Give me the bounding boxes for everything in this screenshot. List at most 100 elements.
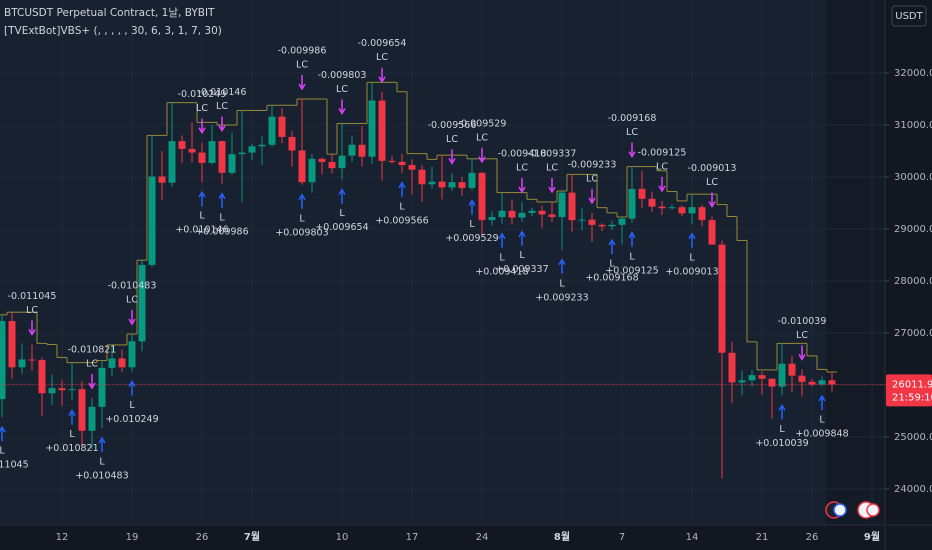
candle-body: [648, 198, 656, 207]
last-price-label: 26011.9: [892, 379, 932, 390]
long-arrow-head: [498, 232, 506, 240]
signal-side: L: [689, 252, 695, 263]
candle-body: [328, 161, 336, 169]
x-tick-label: 26: [196, 532, 209, 543]
close-arrow-head: [298, 83, 306, 91]
candle-body: [548, 214, 556, 218]
candle-body: [688, 207, 696, 214]
candle-body: [168, 141, 176, 183]
candle-body: [178, 141, 186, 149]
close-arrow-head: [478, 156, 486, 164]
candle-body: [808, 381, 816, 385]
signal-value: +0.010146: [175, 225, 228, 236]
signal-side: L: [819, 415, 825, 426]
candle-body: [718, 244, 726, 353]
candle-body: [128, 341, 136, 368]
candle-body: [88, 406, 96, 431]
candle-body: [318, 158, 326, 162]
currency-label[interactable]: USDT: [895, 11, 923, 22]
candle-body: [638, 188, 646, 199]
currency-button[interactable]: [891, 5, 927, 27]
future-area: [826, 0, 885, 525]
signal-side: LC: [446, 134, 458, 145]
signal-side: L: [199, 211, 205, 222]
x-tick-label: 14: [686, 532, 699, 543]
candle-body: [8, 321, 16, 368]
x-tick-label: 21: [756, 532, 769, 543]
candle-body: [398, 161, 406, 166]
event-icon[interactable]: [866, 503, 880, 517]
long-arrow-head: [688, 232, 696, 240]
candle-body: [218, 141, 226, 173]
candle-body: [48, 388, 56, 394]
signal-side: L: [559, 278, 565, 289]
candle-body: [358, 144, 366, 157]
signal-side: LC: [86, 358, 98, 369]
close-arrow-head: [128, 318, 136, 326]
close-arrow-head: [708, 201, 716, 208]
long-arrow-head: [218, 192, 226, 200]
signal-value: +0.010483: [75, 471, 128, 482]
y-tick-label: 32000.0: [894, 68, 932, 79]
signal-value: +0.009125: [605, 265, 658, 276]
signal-side: LC: [796, 330, 808, 341]
signal-value: -0.009654: [358, 38, 407, 49]
signal-value: -0.009168: [608, 113, 657, 124]
close-arrow-head: [658, 185, 666, 193]
candle-body: [488, 217, 496, 221]
close-arrow-head: [548, 186, 556, 194]
signal-side: L: [339, 208, 345, 219]
long-arrow-head: [338, 188, 346, 195]
candle-body: [418, 169, 426, 185]
candle-body: [18, 359, 26, 368]
candle-body: [788, 363, 796, 376]
signal-value: +0.009566: [375, 215, 428, 226]
signal-side: L: [519, 250, 525, 261]
signal-side: LC: [586, 173, 598, 184]
x-tick-label: 9월: [864, 531, 880, 543]
candle-body: [258, 144, 266, 147]
x-tick-label: 12: [56, 532, 69, 543]
signal-side: LC: [516, 162, 528, 173]
candle-body: [278, 116, 286, 137]
y-tick-label: 29000.0: [894, 224, 932, 235]
candle-body: [828, 380, 836, 385]
signal-value: +0.009803: [275, 227, 328, 238]
signal-value: -0.009337: [528, 148, 577, 159]
countdown-label: 21:59:10: [892, 392, 932, 403]
candle-body: [758, 375, 766, 379]
signal-side: L: [469, 219, 475, 230]
candle-body: [448, 182, 456, 188]
event-icon[interactable]: [833, 503, 847, 517]
candle-body: [368, 100, 376, 157]
long-arrow-head: [778, 403, 786, 411]
candle-body: [708, 220, 716, 245]
candle-body: [308, 158, 316, 183]
candle-body: [98, 367, 106, 407]
long-arrow-head: [98, 436, 106, 444]
candle-body: [468, 172, 476, 188]
candle-body: [78, 389, 86, 431]
signal-side: L: [629, 251, 635, 262]
candle-body: [0, 321, 6, 400]
signal-value: -0.010483: [108, 281, 157, 292]
candle-body: [598, 224, 606, 227]
x-tick-label: 10: [336, 532, 349, 543]
candle-body: [208, 141, 216, 163]
close-arrow-head: [518, 186, 526, 194]
candle-body: [58, 388, 66, 391]
long-arrow-head: [628, 231, 636, 239]
signal-value: -0.009125: [638, 147, 687, 158]
candle-body: [678, 207, 686, 214]
signal-side: LC: [546, 162, 558, 173]
candle-body: [508, 210, 516, 218]
candle-body: [148, 176, 156, 265]
signal-side: L: [499, 252, 505, 263]
candle-body: [698, 207, 706, 221]
candle-body: [738, 380, 746, 383]
signal-value: +0.009654: [315, 222, 368, 233]
signal-value: +0.009013: [665, 266, 718, 277]
event-icons: [825, 501, 880, 519]
signal-value: -0.009803: [318, 70, 367, 81]
candle-body: [388, 160, 396, 162]
